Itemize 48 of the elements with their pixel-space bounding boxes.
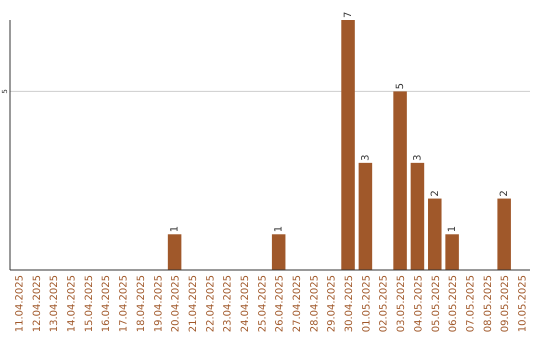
x-tick-label: 28.04.2025 (309, 275, 320, 332)
bar (497, 198, 511, 270)
x-tick-label: 09.05.2025 (500, 275, 512, 332)
x-tick-label: 03.05.2025 (396, 275, 408, 332)
x-tick-label: 02.05.2025 (378, 275, 390, 332)
bar (393, 91, 407, 270)
data-label: 1 (274, 226, 285, 232)
x-tick-label: 13.04.2025 (49, 275, 60, 332)
x-tick-label: 16.04.2025 (101, 275, 112, 332)
x-tick-label: 06.05.2025 (448, 275, 460, 332)
x-tick-label: 04.05.2025 (413, 275, 424, 332)
x-tick-label: 29.04.2025 (326, 275, 338, 332)
bar (341, 20, 355, 270)
x-tick-label: 26.04.2025 (274, 275, 286, 332)
data-label: 1 (170, 226, 181, 232)
x-tick-label: 14.04.2025 (66, 275, 78, 332)
x-tick-label: 07.05.2025 (465, 275, 476, 332)
bar (445, 234, 459, 270)
data-label: 2 (499, 190, 510, 197)
data-label: 5 (395, 83, 406, 90)
bar (272, 234, 286, 270)
x-tick-label: 23.04.2025 (222, 275, 234, 332)
x-tick-label: 12.04.2025 (32, 275, 43, 332)
x-tick-label: 15.04.2025 (84, 275, 95, 332)
data-label: 3 (412, 154, 424, 161)
data-label: 1 (447, 226, 458, 232)
x-tick-label: 20.04.2025 (170, 275, 182, 332)
data-label: 2 (430, 190, 441, 197)
data-label: 7 (343, 12, 354, 18)
x-tick-label: 19.04.2025 (153, 275, 164, 332)
bar (428, 198, 442, 270)
data-label: 3 (360, 154, 372, 161)
bar (358, 162, 372, 270)
x-tick-label: 22.04.2025 (205, 275, 216, 332)
x-tick-label: 18.04.2025 (136, 275, 147, 332)
bar (168, 234, 182, 270)
x-tick-label: 24.04.2025 (240, 275, 251, 332)
x-tick-label: 25.04.2025 (257, 275, 268, 332)
x-tick-label: 10.05.2025 (518, 275, 528, 332)
x-tick-label: 30.04.2025 (344, 275, 356, 332)
x-tick-label: 01.05.2025 (361, 275, 372, 332)
x-tick-label: 11.04.2025 (14, 275, 26, 332)
x-tick-label: 21.04.2025 (188, 275, 199, 332)
x-tick-label: 05.05.2025 (430, 275, 442, 332)
x-tick-label: 08.05.2025 (482, 275, 494, 332)
x-tick-label: 27.04.2025 (292, 275, 304, 332)
bar (410, 162, 424, 270)
x-tick-label: 17.04.2025 (118, 275, 130, 332)
